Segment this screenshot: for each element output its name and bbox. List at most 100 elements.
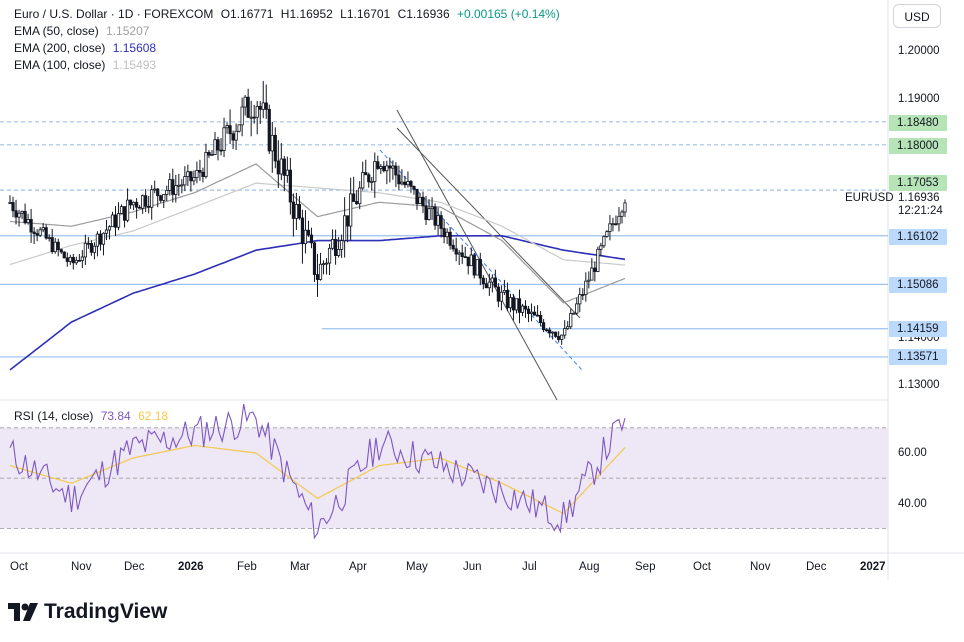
legend-ema200[interactable]: EMA (200, close) 1.15608 <box>14 41 156 55</box>
candle-body <box>599 245 603 250</box>
candle-body <box>222 127 226 151</box>
candle-body <box>330 238 335 249</box>
candle-body <box>14 210 18 218</box>
candle-body <box>364 172 368 176</box>
candle-body <box>361 172 365 189</box>
candle-body <box>35 233 39 236</box>
candle-body <box>436 215 440 226</box>
candle-body <box>189 171 193 182</box>
candle-body <box>219 149 223 152</box>
candle-body <box>478 259 482 279</box>
candle-body <box>291 201 295 219</box>
candle-body <box>457 252 461 255</box>
candle-body <box>481 277 485 285</box>
candle-body <box>237 124 241 132</box>
candle-body <box>288 169 292 203</box>
legend-ema100[interactable]: EMA (100, close) 1.15493 <box>14 58 156 72</box>
candle-body <box>337 249 341 256</box>
legend-ema50[interactable]: EMA (50, close) 1.15207 <box>14 24 149 38</box>
time-label-dec-2: Dec <box>806 561 827 573</box>
low-value: L1.16701 <box>340 7 391 21</box>
candle-body <box>207 151 211 156</box>
price-tag-113571[interactable]: 1.13571 <box>889 349 947 365</box>
candle-body <box>409 181 413 187</box>
candle-body <box>572 312 576 315</box>
candle-body <box>557 336 561 340</box>
price-tag-118000[interactable]: 1.18000 <box>889 138 947 154</box>
time-label-may: May <box>406 561 428 573</box>
candle-body <box>617 215 621 225</box>
candle-body <box>62 251 66 259</box>
candle-body <box>47 237 51 239</box>
candle-body <box>581 294 585 296</box>
candle-body <box>611 223 615 226</box>
last-price-symbol: EURUSD <box>845 192 894 204</box>
candle-body <box>101 232 106 245</box>
candle-body <box>385 165 389 172</box>
rsi-axis-label-40: 40.00 <box>898 498 927 510</box>
candle-body <box>373 161 377 182</box>
chart-legend-main: Euro / U.S. Dollar · 1D · FOREXCOM O1.16… <box>14 7 560 21</box>
time-label-mar: Mar <box>290 561 310 573</box>
candle-body <box>608 223 612 232</box>
price-tag-118480[interactable]: 1.18480 <box>889 115 947 131</box>
candle-body <box>400 181 404 185</box>
time-label-jun: Jun <box>463 561 482 573</box>
candle-body <box>95 233 100 247</box>
ema100-label: EMA (100, close) <box>14 58 106 72</box>
ema50-label: EMA (50, close) <box>14 24 99 38</box>
legend-rsi[interactable]: RSI (14, close) 73.84 62.18 <box>14 409 168 423</box>
candle-body <box>545 329 549 332</box>
candle-body <box>508 297 513 309</box>
candle-body <box>415 188 419 205</box>
candle-body <box>177 184 181 187</box>
candle-body <box>324 262 329 265</box>
candle-body <box>394 165 398 176</box>
candle-body <box>162 194 166 201</box>
price-tag-115086[interactable]: 1.15086 <box>889 277 947 293</box>
price-tag-117053[interactable]: 1.17053 <box>889 175 947 191</box>
price-tag-116102[interactable]: 1.16102 <box>889 229 947 245</box>
candle-body <box>605 231 609 237</box>
symbol-title[interactable]: Euro / U.S. Dollar · 1D · FOREXCOM <box>14 7 214 21</box>
time-label-oct-2: Oct <box>693 561 711 573</box>
candle-body <box>44 227 48 239</box>
candle-body <box>560 334 564 340</box>
currency-button[interactable]: USD <box>893 4 941 28</box>
candle-body <box>318 263 323 280</box>
candle-body <box>379 166 383 169</box>
candle-body <box>252 116 256 119</box>
rsi-ma-value: 62.18 <box>138 409 169 423</box>
candle-body <box>122 206 127 221</box>
candle-body <box>86 242 90 245</box>
candle-body <box>511 297 516 311</box>
candle-body <box>614 223 618 226</box>
candle-body <box>333 238 338 256</box>
candle-body <box>261 102 265 110</box>
high-value: H1.16952 <box>280 7 333 21</box>
candle-body <box>463 256 467 258</box>
candle-body <box>355 201 359 205</box>
candle-body <box>125 199 130 221</box>
ema100-value: 1.15493 <box>112 58 157 72</box>
candle-body <box>433 206 437 226</box>
candle-body <box>270 134 274 152</box>
candle-body <box>623 202 627 213</box>
candle-body <box>17 212 21 218</box>
candle-body <box>321 263 326 266</box>
ema200-value: 1.15608 <box>112 41 157 55</box>
candle-body <box>575 303 579 314</box>
candle-body <box>496 286 500 302</box>
price-tag-114159[interactable]: 1.14159 <box>889 321 947 337</box>
tradingview-logo[interactable]: TradingView <box>8 600 167 624</box>
candle-body <box>80 256 84 261</box>
candle-body <box>216 139 220 151</box>
candle-body <box>300 217 305 245</box>
candle-body <box>213 139 217 155</box>
ema200-line <box>9 235 626 371</box>
candle-body <box>517 298 522 313</box>
candle-body <box>74 259 78 264</box>
candle-body <box>442 228 446 238</box>
channel-lower <box>396 127 581 319</box>
